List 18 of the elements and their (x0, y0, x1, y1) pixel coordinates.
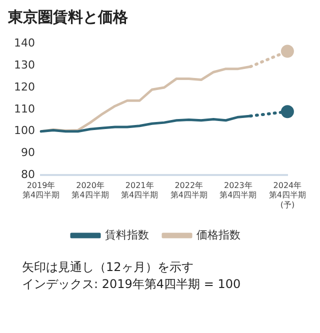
legend-label: 賃料指数 (105, 228, 149, 242)
y-tick-label: 110 (14, 102, 35, 116)
y-tick-label: 130 (14, 58, 35, 72)
y-tick-label: 100 (14, 124, 35, 138)
y-tick-label: 80 (20, 168, 35, 182)
text: 矢印は見通し（12ヶ月）を示す (22, 259, 194, 276)
legend-label: 価格指数 (196, 228, 240, 242)
x-tick-label: 2019年第4四半期 (22, 181, 60, 200)
x-tick-label: 2023年第4四半期 (220, 181, 257, 200)
x-tick-label: 2020年第4四半期 (72, 181, 109, 200)
y-tick-label: 140 (14, 36, 35, 50)
text: インデックス: 2019年第4四半期 = 100 (22, 276, 242, 293)
x-tick-label: 2024年第4四半期(予) (268, 181, 306, 210)
y-tick-label: 120 (14, 80, 35, 94)
x-tick-label: 2021年第4四半期 (121, 181, 158, 200)
x-tick-label: 2022年第4四半期 (170, 181, 208, 200)
y-tick-label: 90 (20, 146, 35, 160)
chart-title: 東京圏賃料と価格 (8, 8, 129, 27)
